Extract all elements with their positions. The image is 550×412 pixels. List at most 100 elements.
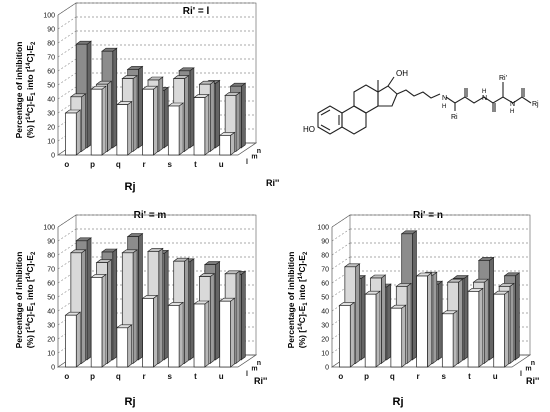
bar-side-n-t (215, 79, 220, 149)
bar-l-s (167, 305, 180, 368)
x-tick-label: r (142, 372, 145, 381)
bar-side-m-r (158, 247, 164, 364)
y-tick-label: 80 (47, 253, 55, 260)
bar-side-n-o (360, 275, 366, 361)
bar-side-n-q (138, 65, 143, 149)
chart-panel-ri-l: Ri' = l Rj Ri'' Percentage of inhibition… (14, 2, 279, 193)
x-tick-label: t (468, 372, 471, 381)
y-tick-label: 10 (47, 351, 55, 358)
ri-label: Ri (451, 114, 458, 121)
y-axis-label-line-1: Percentage of inhibition (14, 252, 24, 349)
y-tick-label: 20 (47, 337, 55, 344)
bar-l-t (193, 97, 206, 156)
bar-side-n-r (163, 86, 169, 149)
bar-side-m-u (235, 91, 241, 152)
y-tick-label: 90 (321, 239, 329, 246)
x-tick-label: r (416, 372, 419, 381)
amide-n-3: N (510, 101, 515, 108)
y-tick-label: 70 (47, 267, 55, 274)
z-tick-label: n (257, 360, 261, 367)
bar-side-l-u (230, 297, 235, 368)
y-tick-label: 30 (47, 111, 55, 118)
bar-l-o (65, 314, 77, 368)
amide-n-1: N (442, 95, 447, 102)
bar-side-l-q (127, 100, 132, 156)
bar-side-m-o (355, 263, 360, 364)
y-tick-label: 20 (321, 337, 329, 344)
gridline-side (57, 16, 77, 30)
bar-side-n-r (437, 280, 443, 361)
ring-d (377, 85, 398, 107)
bar-side-l-t (204, 300, 210, 368)
y-tick-label: 50 (321, 295, 329, 302)
bar-side-l-o (75, 311, 81, 368)
z-tick-label: l (520, 371, 522, 378)
bar-side-m-o (81, 249, 86, 364)
y-tick-label: 90 (47, 27, 55, 34)
x-tick-label: s (167, 372, 172, 381)
x-tick-label: o (338, 372, 343, 381)
y-tick-label: 60 (47, 281, 55, 288)
bar-side-m-q (406, 282, 412, 364)
bar-l-p (364, 293, 377, 368)
y-tick-label: 70 (47, 55, 55, 62)
y-tick-label: 30 (321, 323, 329, 330)
ring-a-double-bond (320, 124, 331, 131)
bar-side-m-u (509, 282, 515, 364)
x-axis-label: Rj (393, 396, 404, 408)
bar-side-n-q (138, 233, 143, 361)
x-tick-label: t (194, 372, 197, 381)
bar-l-s (441, 313, 454, 368)
gridline-side (331, 228, 351, 242)
bar-l-q (116, 104, 129, 156)
bar-side-m-r (432, 271, 438, 364)
ring-b (341, 105, 367, 135)
x-tick-label: q (390, 372, 395, 381)
z-tick-label: m (251, 366, 257, 373)
y-tick-label: 0 (51, 365, 55, 372)
bar-l-o (339, 305, 351, 368)
y-axis-label-line-2: (%) [14C]-E1 into [14C]-E2 (297, 251, 309, 348)
y-tick-label: 100 (43, 225, 55, 232)
y-tick-label: 10 (321, 351, 329, 358)
z-axis-label: Ri'' (254, 376, 267, 386)
z-axis-label: Ri'' (526, 376, 539, 386)
bar-l-t (467, 291, 480, 368)
bar-side-l-r (153, 294, 158, 368)
y-tick-label: 100 (317, 225, 329, 232)
y-axis-label-line-1: Percentage of inhibition (14, 42, 24, 139)
amide-h-2: H (482, 89, 486, 95)
x-tick-label: p (90, 160, 95, 169)
plot-area: 0 10 20 30 40 50 60 70 80 90 100 o p q r s t u lmn (43, 214, 261, 381)
bar-side-m-s (184, 257, 189, 364)
bar-side-n-s (463, 275, 469, 361)
x-tick-label: r (142, 160, 145, 169)
gridline-side (57, 58, 77, 72)
x-tick-label: u (219, 160, 224, 169)
bar-side-l-o (349, 301, 355, 368)
bar-l-u (493, 293, 505, 368)
oh-bond (387, 76, 395, 87)
x-tick-label: s (167, 160, 172, 169)
bar-side-n-o (86, 237, 92, 361)
y-tick-label: 30 (47, 323, 55, 330)
y-tick-label: 70 (321, 267, 329, 274)
bar-side-m-q (132, 249, 138, 364)
side-wall-top (57, 2, 77, 16)
x-tick-label: s (441, 372, 446, 381)
bar-side-n-p (112, 47, 118, 149)
bar-l-s (167, 105, 180, 156)
y-tick-label: 50 (47, 83, 55, 90)
y-axis-label-line-1: Percentage of inhibition (286, 252, 296, 349)
bar-side-n-s (189, 67, 195, 149)
amide-h-1: H (442, 104, 446, 110)
x-tick-label: q (116, 372, 121, 381)
bar-side-n-p (386, 283, 392, 361)
bar-l-u (219, 135, 231, 156)
bar-side-l-s (178, 301, 184, 368)
y-tick-label: 80 (47, 41, 55, 48)
bar-side-l-p (101, 85, 107, 156)
y-tick-label: 40 (321, 309, 329, 316)
chart-panel-ri-n: Ri' = n Rj Ri'' Percentage of inhibition… (286, 210, 539, 408)
